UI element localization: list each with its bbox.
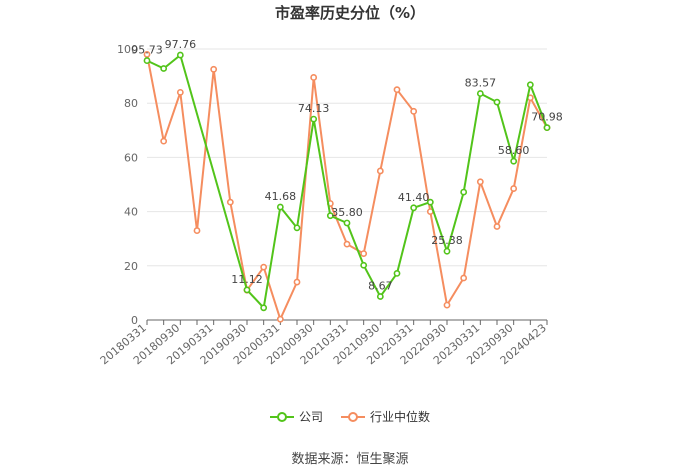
data-point-industry-median [493, 223, 501, 230]
data-point-company [510, 157, 518, 165]
data-point-industry-median [260, 263, 268, 271]
data-point-company [526, 81, 534, 89]
data-point-company [376, 293, 384, 300]
legend-swatch-company [269, 411, 294, 423]
data-label-company: 70.98 [531, 111, 563, 124]
data-point-company [176, 51, 184, 59]
data-point-company [326, 212, 334, 220]
data-point-industry-median [293, 278, 301, 286]
data-point-industry-median [176, 88, 184, 96]
data-source-note: 数据来源：恒生聚源 [291, 452, 409, 467]
data-point-company [543, 124, 551, 132]
data-label-company: 41.40 [398, 191, 430, 204]
data-label-company: 95.73 [131, 44, 163, 57]
legend-label-industry-median: 行业中位数 [370, 410, 431, 424]
data-point-industry-median [343, 240, 351, 248]
data-point-industry-median [393, 86, 401, 94]
data-point-industry-median [360, 250, 368, 258]
data-point-company [393, 269, 401, 277]
y-tick-label: 40 [124, 206, 138, 219]
y-tick-label: 100 [117, 43, 138, 56]
data-point-company [360, 261, 368, 269]
data-point-industry-median [210, 65, 218, 73]
data-point-company [343, 219, 351, 227]
data-point-company [310, 115, 318, 123]
data-point-company [493, 98, 501, 106]
data-point-company [160, 65, 168, 72]
data-point-company [143, 57, 151, 64]
data-point-industry-median [476, 178, 484, 186]
line-chart: 0204060801002018033120180930201903312019… [98, 38, 563, 367]
data-point-company [410, 204, 418, 212]
data-point-company [243, 286, 251, 294]
data-point-company [276, 203, 284, 211]
data-point-company [426, 198, 434, 206]
data-label-company: 58.60 [498, 144, 530, 157]
y-tick-label: 20 [124, 260, 138, 273]
data-point-company [476, 90, 484, 97]
chart-title: 市盈率历史分位（%） [274, 4, 426, 22]
legend: 公司 行业中位数 [0, 408, 700, 425]
data-point-industry-median [310, 74, 318, 81]
data-label-company: 8.67 [368, 280, 393, 293]
data-label-company: 74.13 [298, 102, 330, 115]
data-point-industry-median [410, 107, 418, 115]
data-point-industry-median [160, 137, 168, 145]
legend-swatch-industry-median [341, 411, 365, 423]
legend-item-industry-median[interactable]: 行业中位数 [341, 408, 430, 425]
y-tick-label: 80 [124, 97, 138, 110]
series-line-company [146, 54, 548, 309]
y-tick-label: 0 [131, 314, 138, 327]
series-line-industry-median [146, 54, 548, 321]
data-label-company: 83.57 [465, 77, 497, 90]
data-point-company [460, 188, 468, 196]
data-label-company: 97.76 [165, 38, 197, 51]
legend-label-company: 公司 [298, 410, 323, 424]
data-label-company: 11.12 [231, 273, 263, 286]
data-point-company [293, 224, 301, 232]
y-tick-label: 60 [124, 151, 138, 164]
data-label-company: 41.68 [265, 190, 297, 203]
data-label-company: 25.38 [431, 234, 463, 247]
data-point-industry-median [276, 315, 284, 323]
data-point-industry-median [443, 301, 451, 309]
data-point-industry-median [460, 274, 468, 282]
data-point-industry-median [510, 185, 518, 192]
data-point-company [443, 247, 451, 255]
data-label-company: 35.80 [331, 206, 363, 219]
data-point-industry-median [226, 198, 234, 206]
data-point-company [260, 304, 268, 312]
data-point-industry-median [143, 51, 151, 58]
data-point-industry-median [193, 227, 201, 234]
data-point-industry-median [376, 167, 384, 175]
legend-item-company[interactable]: 公司 [269, 408, 323, 425]
